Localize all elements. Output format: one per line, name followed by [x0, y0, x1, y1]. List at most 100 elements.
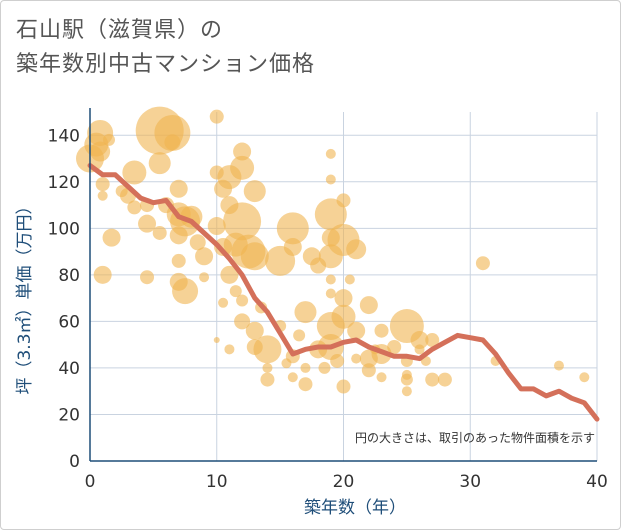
x-tick-label: 30 — [459, 472, 481, 492]
bubble-point — [293, 329, 306, 342]
bubble-point — [103, 133, 116, 146]
bubble-point — [314, 198, 347, 231]
bubble-point — [224, 344, 235, 355]
bubble-point — [325, 148, 336, 159]
x-tick-label: 0 — [85, 472, 96, 492]
bubble-point — [93, 265, 112, 284]
trend-line — [87, 163, 600, 422]
bubble-point — [189, 234, 206, 251]
bubble-point — [346, 239, 367, 260]
bubble-point — [253, 335, 282, 364]
y-tick-label: 80 — [58, 266, 80, 286]
bubble-point — [213, 337, 220, 344]
bubble-point — [553, 360, 564, 371]
x-tick-label: 40 — [586, 472, 608, 492]
bubble-point — [300, 362, 311, 373]
bubble-point — [579, 372, 590, 383]
bubble-point — [90, 141, 111, 162]
bubble-point — [361, 363, 376, 378]
bubble-point — [229, 285, 242, 298]
bubble-point — [138, 214, 157, 233]
bubble-point — [220, 265, 239, 284]
bubble-point — [154, 114, 191, 151]
bubble-point — [325, 288, 336, 299]
bubble-point — [325, 174, 336, 185]
bubble-series — [76, 106, 590, 397]
bubble-point — [236, 294, 249, 307]
bubble-point — [223, 202, 262, 241]
bubble-point — [171, 253, 186, 268]
bubble-point — [148, 152, 171, 175]
bubble-point — [260, 372, 275, 387]
title-line-1: 石山駅（滋賀県）の — [16, 18, 224, 43]
y-tick-label: 120 — [48, 173, 80, 193]
bubble-point — [330, 353, 345, 368]
y-tick-label: 40 — [58, 359, 80, 379]
bubble-point — [172, 278, 199, 305]
bubble-point — [401, 386, 412, 397]
title-line-2: 築年数別中古マンション価格 — [16, 52, 316, 77]
bubble-point — [325, 274, 336, 285]
bubble-point — [283, 237, 302, 256]
y-tick-label: 100 — [48, 219, 80, 239]
bubble-point — [97, 190, 108, 201]
bubble-point — [218, 297, 229, 308]
x-tick-labels: 0 10 20 30 40 — [85, 472, 608, 492]
bubble-point — [374, 323, 389, 338]
bubble-point — [169, 179, 188, 198]
bubble-point — [240, 242, 269, 271]
bubble-point — [425, 372, 440, 387]
bubble-point — [245, 321, 264, 340]
bubble-point — [127, 200, 142, 215]
y-tick-label: 0 — [69, 452, 80, 472]
bubble-point — [351, 353, 362, 364]
axes — [89, 108, 597, 462]
bubble-point — [336, 193, 351, 208]
x-tick-label: 20 — [333, 472, 355, 492]
bubble-point — [344, 274, 355, 285]
bubble-point — [336, 379, 351, 394]
bubble-point — [410, 331, 429, 350]
bubble-point — [298, 377, 313, 392]
bubble-point — [425, 333, 440, 348]
bubble-point — [437, 372, 452, 387]
bubble-point — [347, 321, 366, 340]
bubble-point — [199, 272, 210, 283]
bubble-point — [376, 372, 387, 383]
bubble-point — [400, 373, 413, 386]
y-tick-label: 140 — [48, 126, 80, 146]
bubble-point — [331, 304, 356, 329]
bubble-point — [233, 142, 252, 161]
chart-title: 石山駅（滋賀県）の 築年数別中古マンション価格 — [16, 14, 315, 82]
y-tick-label: 60 — [58, 312, 80, 332]
trend-line-group — [87, 163, 600, 422]
bubble-point — [359, 296, 378, 315]
y-tick-label: 20 — [58, 405, 80, 425]
x-tick-label: 10 — [206, 472, 228, 492]
bubble-point — [195, 247, 214, 266]
bubble-point — [243, 180, 266, 203]
x-axis-title: 築年数（年） — [304, 498, 406, 518]
bubble-point — [207, 217, 226, 236]
bubble-point — [95, 177, 110, 192]
bubble-point — [234, 313, 251, 330]
bubble-point — [102, 228, 121, 247]
bubble-point — [164, 134, 181, 151]
bubble-point — [209, 109, 224, 124]
bubble-point — [414, 344, 425, 355]
bubble-point — [140, 270, 155, 285]
bubble-point — [180, 205, 203, 228]
bubble-point — [318, 361, 331, 374]
bubble-point — [334, 289, 353, 308]
bubble-point — [276, 212, 309, 245]
bubble-point — [294, 301, 317, 324]
bubble-point — [475, 256, 490, 271]
bubble-point — [152, 225, 167, 240]
y-tick-labels: 0 20 40 60 80 100 120 140 — [48, 126, 80, 472]
bubble-point — [387, 339, 402, 354]
bubble-point — [230, 155, 255, 180]
bubble-point — [287, 372, 298, 383]
y-axis-title: 坪（3.3㎡）単価（万円） — [15, 197, 35, 394]
size-note: 円の大きさは、取引のあった物件面積を示す — [355, 430, 595, 445]
